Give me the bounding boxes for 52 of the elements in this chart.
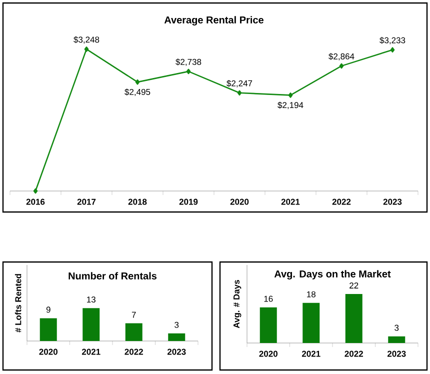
data-label: 22 — [350, 282, 358, 288]
bar — [82, 308, 100, 341]
bar — [302, 302, 320, 343]
data-label: $2,738 — [176, 58, 202, 66]
data-label: 3 — [394, 324, 399, 331]
point — [339, 63, 344, 69]
chart-title: Avg. Days on the Market — [274, 270, 391, 280]
bar — [345, 294, 362, 343]
x-tick-label: 2023 — [167, 348, 186, 355]
data-label: $3,248 — [74, 36, 100, 44]
x-tick-label: 2020 — [230, 198, 249, 205]
x-tick-label: 2016 — [26, 198, 45, 205]
chart-title: Average Rental Price — [164, 16, 264, 26]
point — [390, 47, 395, 52]
point — [84, 46, 89, 52]
data-label: 7 — [132, 312, 136, 318]
bar — [260, 307, 277, 343]
x-tick-label: 2021 — [302, 350, 320, 357]
x-tick-label: 2021 — [281, 198, 300, 205]
y-axis-title: Avg. # Days — [234, 280, 242, 328]
x-tick-label: 2018 — [128, 198, 147, 205]
point — [135, 79, 140, 85]
x-tick-label: 2017 — [77, 198, 96, 205]
x-tick-label: 2023 — [387, 350, 406, 357]
data-label: $3,233 — [380, 36, 406, 44]
point — [33, 188, 38, 194]
x-tick-label: 2019 — [179, 198, 198, 205]
x-tick-label: 2022 — [124, 348, 143, 355]
point — [288, 92, 293, 98]
data-label: 18 — [307, 291, 316, 298]
data-label: 9 — [46, 306, 50, 313]
x-tick-label: 2023 — [383, 198, 402, 205]
x-tick-label: 2020 — [39, 348, 58, 355]
bar — [40, 318, 57, 341]
data-label: $2,194 — [278, 102, 304, 110]
point — [237, 90, 242, 96]
bar — [125, 323, 142, 341]
text: Number of Rentals — [68, 272, 157, 280]
x-tick-label: 2022 — [344, 350, 363, 357]
x-tick-label: 2021 — [82, 348, 100, 355]
x-tick-label: 2020 — [259, 350, 278, 357]
point — [186, 68, 191, 74]
data-label: 13 — [87, 296, 96, 303]
data-label: 16 — [264, 296, 273, 302]
data-label: 3 — [174, 322, 179, 328]
data-label: $2,495 — [124, 88, 150, 96]
data-label: $2,247 — [226, 80, 252, 88]
bar — [388, 336, 406, 343]
y-axis-title: # Lofts Rented — [14, 274, 22, 332]
bar — [168, 333, 186, 341]
data-label: $2,864 — [328, 53, 354, 60]
x-tick-label: 2022 — [332, 198, 351, 205]
